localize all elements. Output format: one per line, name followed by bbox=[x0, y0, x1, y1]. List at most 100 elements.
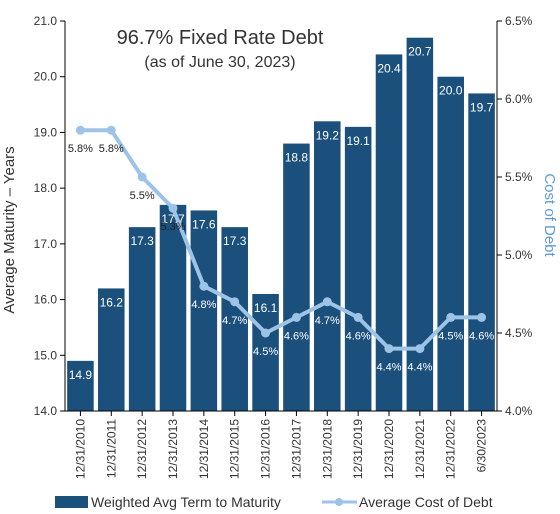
line-value-label: 4.6% bbox=[284, 330, 309, 342]
x-tick-label: 12/31/2011 bbox=[104, 419, 118, 478]
x-tick-label: 12/31/2010 bbox=[73, 419, 87, 479]
bar-value-label: 17.3 bbox=[130, 234, 154, 248]
y2-tick-label: 6.0% bbox=[505, 92, 533, 106]
line-value-label: 4.6% bbox=[469, 330, 494, 342]
line-value-label: 4.6% bbox=[346, 330, 371, 342]
y-tick-label: 17.0 bbox=[34, 237, 58, 251]
y2-tick-label: 5.0% bbox=[505, 248, 533, 262]
bar-series bbox=[67, 37, 495, 412]
line-point bbox=[230, 297, 240, 307]
y-axis-label: Average Maturity – Years bbox=[1, 146, 18, 313]
y2-axis-label: Cost of Debt bbox=[541, 173, 558, 257]
y2-tick-label: 5.5% bbox=[505, 170, 533, 184]
line-point bbox=[477, 312, 487, 322]
bar bbox=[406, 37, 434, 411]
legend-bar-label: Weighted Avg Term to Maturity bbox=[91, 494, 281, 510]
line-point bbox=[261, 328, 271, 338]
left-axis-ticks: 14.0 15.0 16.0 17.0 18.0 19.0 20.0 21.0 bbox=[34, 14, 65, 418]
bar-value-label: 19.7 bbox=[470, 100, 494, 114]
line-point bbox=[75, 125, 85, 135]
line-value-label: 4.5% bbox=[253, 346, 278, 358]
line-point bbox=[322, 297, 332, 307]
y2-tick-label: 4.5% bbox=[505, 326, 533, 340]
x-tick-label: 12/31/2021 bbox=[413, 419, 427, 479]
bar bbox=[437, 76, 464, 411]
bar-value-label: 20.7 bbox=[408, 45, 432, 59]
line-point bbox=[446, 312, 456, 322]
line-value-label: 5.5% bbox=[130, 190, 155, 202]
axes bbox=[64, 21, 498, 412]
line-value-label: 4.5% bbox=[438, 330, 463, 342]
line-value-label: 4.4% bbox=[407, 362, 432, 374]
bar bbox=[98, 288, 125, 411]
line-value-label: 4.7% bbox=[315, 315, 340, 327]
x-tick-label: 12/31/2019 bbox=[351, 419, 365, 479]
line-value-labels: 5.8% 5.8% 5.5% 5.3% 4.8% 4.7% 4.5% 4.6% 4.7% 4.6%… bbox=[68, 143, 494, 373]
x-tick-label: 12/31/2020 bbox=[382, 419, 396, 479]
line-point bbox=[415, 344, 425, 354]
bar bbox=[283, 143, 310, 412]
x-axis-ticks: 12/31/2010 12/31/2011 12/31/2012 12/31/2013… bbox=[73, 411, 489, 479]
bar-value-label: 20.0 bbox=[439, 84, 463, 98]
y2-tick-label: 6.5% bbox=[505, 14, 533, 28]
legend-line-label: Average Cost of Debt bbox=[359, 494, 493, 510]
bar-value-label: 14.9 bbox=[69, 368, 93, 382]
line-value-label: 4.7% bbox=[222, 315, 247, 327]
line-value-label: 5.8% bbox=[68, 143, 93, 155]
bar bbox=[344, 126, 372, 411]
bar-value-label: 17.3 bbox=[223, 234, 247, 248]
x-tick-label: 6/30/2023 bbox=[475, 419, 489, 473]
bar-value-label: 16.1 bbox=[254, 301, 278, 315]
bar bbox=[128, 227, 156, 411]
line-point bbox=[384, 344, 394, 354]
bar-value-label: 19.2 bbox=[316, 128, 340, 142]
x-tick-label: 12/31/2022 bbox=[444, 419, 458, 479]
x-tick-label: 12/31/2018 bbox=[320, 419, 334, 479]
legend-bar-swatch bbox=[55, 496, 88, 508]
line-value-label: 5.8% bbox=[99, 143, 124, 155]
line-point bbox=[168, 203, 178, 213]
line-point bbox=[106, 125, 116, 135]
chart-title: 96.7% Fixed Rate Debt bbox=[117, 27, 324, 49]
right-axis-ticks: 4.0% 4.5% 5.0% 5.5% 6.0% 6.5% bbox=[497, 14, 533, 418]
line-value-label: 4.4% bbox=[376, 362, 401, 374]
cost-of-debt-line bbox=[80, 128, 482, 351]
bar bbox=[190, 210, 218, 411]
x-tick-label: 12/31/2017 bbox=[289, 419, 303, 479]
bar bbox=[252, 294, 279, 411]
line-series bbox=[75, 125, 487, 354]
bar bbox=[468, 93, 495, 411]
bar bbox=[375, 54, 403, 412]
y-tick-label: 16.0 bbox=[34, 293, 58, 307]
line-point bbox=[353, 312, 363, 322]
bar-value-label: 17.6 bbox=[192, 217, 216, 231]
bar-value-label: 20.4 bbox=[377, 61, 401, 75]
bar-value-label: 16.2 bbox=[100, 295, 124, 309]
bar-value-label: 18.8 bbox=[285, 151, 309, 165]
y-tick-label: 18.0 bbox=[34, 181, 58, 195]
legend-line-marker bbox=[335, 498, 343, 506]
x-tick-label: 12/31/2013 bbox=[166, 419, 180, 479]
x-tick-label: 12/31/2016 bbox=[259, 419, 273, 479]
line-point bbox=[137, 172, 147, 182]
x-tick-label: 12/31/2014 bbox=[197, 419, 211, 479]
x-tick-label: 12/31/2012 bbox=[135, 419, 149, 479]
y2-tick-label: 4.0% bbox=[505, 404, 533, 418]
y-tick-label: 19.0 bbox=[34, 125, 58, 139]
chart-subtitle: (as of June 30, 2023) bbox=[144, 54, 295, 71]
bar bbox=[314, 121, 341, 412]
bar bbox=[159, 204, 187, 411]
x-tick-label: 12/31/2015 bbox=[228, 419, 242, 479]
line-point bbox=[199, 281, 209, 291]
line-point bbox=[291, 312, 301, 322]
y-tick-label: 21.0 bbox=[34, 14, 58, 28]
bar bbox=[67, 360, 94, 411]
line-value-label: 5.3% bbox=[160, 221, 185, 233]
bar bbox=[221, 227, 248, 411]
y-tick-label: 14.0 bbox=[34, 404, 58, 418]
y-tick-label: 15.0 bbox=[34, 348, 58, 362]
line-value-label: 4.8% bbox=[191, 299, 216, 311]
y-tick-label: 20.0 bbox=[34, 70, 58, 84]
bar-value-label: 19.1 bbox=[346, 134, 370, 148]
